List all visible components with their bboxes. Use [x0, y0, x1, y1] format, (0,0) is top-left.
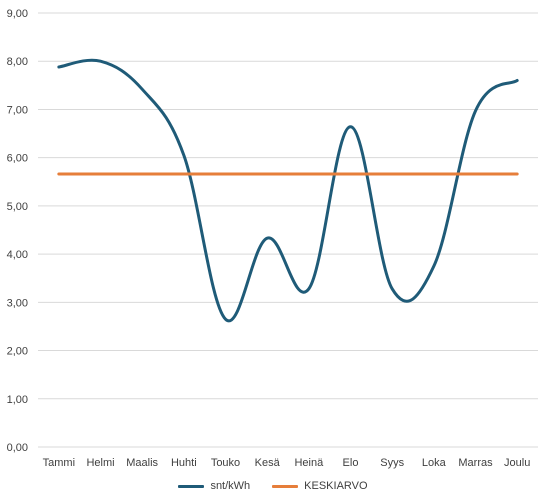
gridlines [38, 12, 538, 448]
x-tick-label: Syys [380, 457, 404, 469]
x-tick-label: Huhti [171, 457, 197, 469]
y-tick-label: 6,00 [7, 153, 28, 165]
legend-swatch-series-1 [178, 484, 205, 488]
y-tick-label: 5,00 [7, 201, 28, 213]
y-tick-label: 2,00 [7, 346, 28, 358]
x-tick-label: Touko [211, 457, 240, 469]
x-tick-label: Marras [458, 457, 493, 469]
legend-item-series-1: snt/kWh [178, 480, 250, 492]
legend-item-series-2: KESKIARVO [272, 480, 368, 492]
legend-swatch-series-2 [272, 484, 299, 488]
x-tick-label: Loka [422, 457, 447, 469]
legend-label-series-2: KESKIARVO [304, 480, 368, 492]
x-tick-label: Kesä [255, 457, 281, 469]
legend: snt/kWh KESKIARVO [0, 480, 546, 492]
y-tick-label: 9,00 [7, 8, 28, 20]
series-line-1 [57, 58, 519, 323]
y-tick-label: 1,00 [7, 394, 28, 406]
x-tick-label: Helmi [86, 457, 114, 469]
x-tick-label: Tammi [43, 457, 75, 469]
y-tick-label: 3,00 [7, 297, 28, 309]
x-tick-label: Maalis [126, 457, 158, 469]
y-tick-label: 8,00 [7, 56, 28, 68]
x-axis-ticks: Tammi Helmi Maalis Huhti Touko Kesä Heinä Elo Sy… [43, 457, 531, 469]
x-tick-label: Joulu [504, 457, 530, 469]
series-lines [57, 58, 519, 323]
y-tick-label: 0,00 [7, 442, 28, 454]
y-tick-label: 7,00 [7, 104, 28, 116]
legend-label-series-1: snt/kWh [210, 480, 251, 492]
x-tick-label: Elo [343, 457, 359, 469]
y-axis-ticks: 0,00 1,00 2,00 3,00 4,00 5,00 6,00 7,00 8,00 9,00 [7, 8, 28, 454]
y-tick-label: 4,00 [7, 249, 28, 261]
x-tick-label: Heinä [294, 457, 324, 469]
